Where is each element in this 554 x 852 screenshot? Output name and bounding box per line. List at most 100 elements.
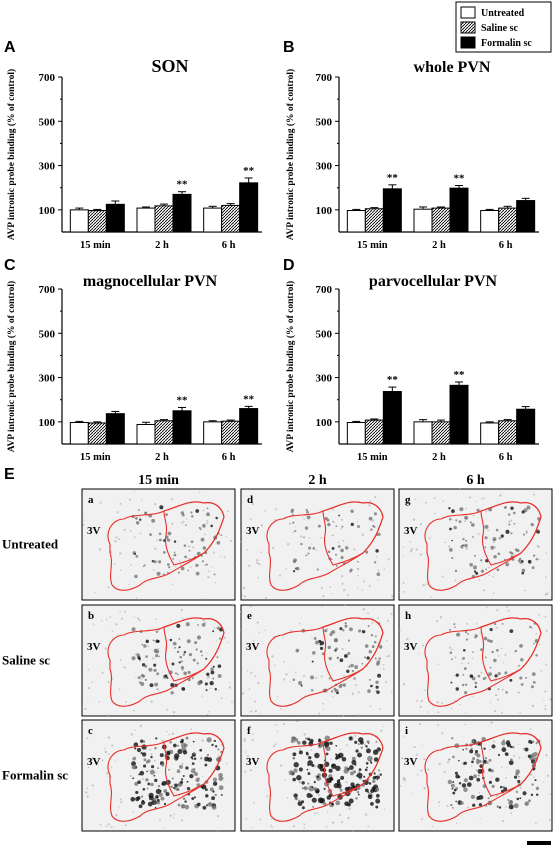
background-speckle: [271, 655, 274, 658]
bar: [87, 210, 107, 233]
labeled-neuron: [375, 787, 380, 792]
labeled-neuron: [535, 654, 538, 657]
labeled-neuron: [172, 558, 174, 560]
labeled-neuron: [488, 758, 492, 762]
background-speckle: [250, 710, 253, 713]
labeled-neuron: [328, 656, 332, 661]
third-ventricle-label: 3V: [404, 641, 418, 653]
labeled-neuron: [212, 790, 215, 793]
x-tick-label: 6 h: [499, 240, 513, 251]
bar: [516, 408, 536, 445]
labeled-neuron: [339, 788, 343, 792]
labeled-neuron: [343, 768, 349, 774]
background-speckle: [467, 661, 470, 664]
labeled-neuron: [372, 525, 375, 527]
background-speckle: [123, 610, 127, 613]
background-speckle: [114, 540, 117, 543]
labeled-neuron: [344, 624, 348, 628]
tile-letter: a: [88, 494, 94, 506]
background-speckle: [364, 813, 368, 816]
background-speckle: [311, 543, 313, 545]
labeled-neuron: [163, 802, 167, 806]
labeled-neuron: [455, 800, 457, 803]
background-speckle: [431, 825, 434, 828]
legend-label-formalin: Formalin sc: [481, 38, 532, 49]
background-speckle: [81, 706, 84, 709]
background-speckle: [255, 561, 259, 564]
background-speckle: [402, 582, 405, 585]
labeled-neuron: [214, 745, 218, 748]
labeled-neuron: [475, 571, 479, 575]
background-speckle: [82, 523, 85, 526]
labeled-neuron: [331, 546, 335, 550]
labeled-neuron: [490, 545, 495, 550]
background-speckle: [101, 759, 104, 762]
background-speckle: [206, 519, 209, 522]
labeled-neuron: [153, 774, 156, 777]
background-speckle: [87, 766, 90, 769]
background-speckle: [525, 756, 527, 758]
background-speckle: [215, 640, 218, 642]
tile-frame: [240, 488, 395, 601]
background-speckle: [220, 556, 222, 558]
labeled-neuron: [181, 740, 184, 743]
legend-swatch-saline: [460, 21, 476, 34]
labeled-neuron: [511, 745, 515, 749]
background-speckle: [492, 541, 495, 544]
background-speckle: [247, 755, 250, 758]
labeled-neuron: [154, 746, 157, 750]
background-speckle: [442, 500, 444, 502]
labeled-neuron: [190, 768, 196, 774]
chart-son: SON AVP intronic probe binding (% of cont…: [6, 56, 262, 251]
background-speckle: [116, 511, 119, 514]
labeled-neuron: [451, 737, 454, 740]
background-speckle: [177, 647, 180, 650]
labeled-neuron: [290, 739, 295, 744]
background-speckle: [332, 696, 334, 698]
background-speckle: [151, 657, 155, 660]
background-speckle: [118, 538, 121, 541]
background-speckle: [529, 773, 533, 776]
labeled-neuron: [180, 665, 185, 670]
magnocellular-outline: [480, 617, 542, 682]
labeled-neuron: [531, 566, 535, 570]
labeled-neuron: [316, 568, 319, 571]
labeled-neuron: [470, 523, 475, 527]
background-speckle: [184, 678, 186, 680]
labeled-neuron: [476, 758, 480, 763]
background-speckle: [181, 762, 184, 765]
labeled-neuron: [330, 690, 334, 693]
background-speckle: [458, 488, 461, 491]
background-speckle: [201, 695, 204, 697]
labeled-neuron: [306, 768, 309, 771]
labeled-neuron: [358, 737, 364, 743]
y-tick-label: 500: [316, 328, 333, 340]
background-speckle: [320, 675, 323, 678]
labeled-neuron: [296, 774, 302, 781]
y-tick-label: 500: [39, 116, 56, 128]
background-speckle: [471, 695, 473, 698]
background-speckle: [367, 612, 369, 615]
labeled-neuron: [499, 785, 503, 789]
background-speckle: [303, 823, 306, 826]
background-speckle: [286, 797, 289, 799]
background-speckle: [404, 757, 407, 759]
labeled-neuron: [308, 756, 312, 760]
labeled-neuron: [309, 794, 313, 798]
background-speckle: [470, 765, 473, 767]
background-speckle: [228, 686, 232, 689]
labeled-neuron: [330, 631, 333, 634]
background-speckle: [412, 518, 416, 521]
background-speckle: [409, 550, 413, 553]
background-speckle: [244, 770, 247, 773]
background-speckle: [446, 804, 449, 807]
labeled-neuron: [130, 796, 136, 802]
labeled-neuron: [185, 524, 187, 526]
background-speckle: [179, 564, 182, 567]
background-speckle: [128, 498, 132, 501]
labeled-neuron: [505, 529, 510, 534]
magnocellular-outline: [163, 501, 225, 566]
labeled-neuron: [328, 768, 333, 773]
labeled-neuron: [348, 798, 354, 804]
labeled-neuron: [519, 676, 523, 680]
